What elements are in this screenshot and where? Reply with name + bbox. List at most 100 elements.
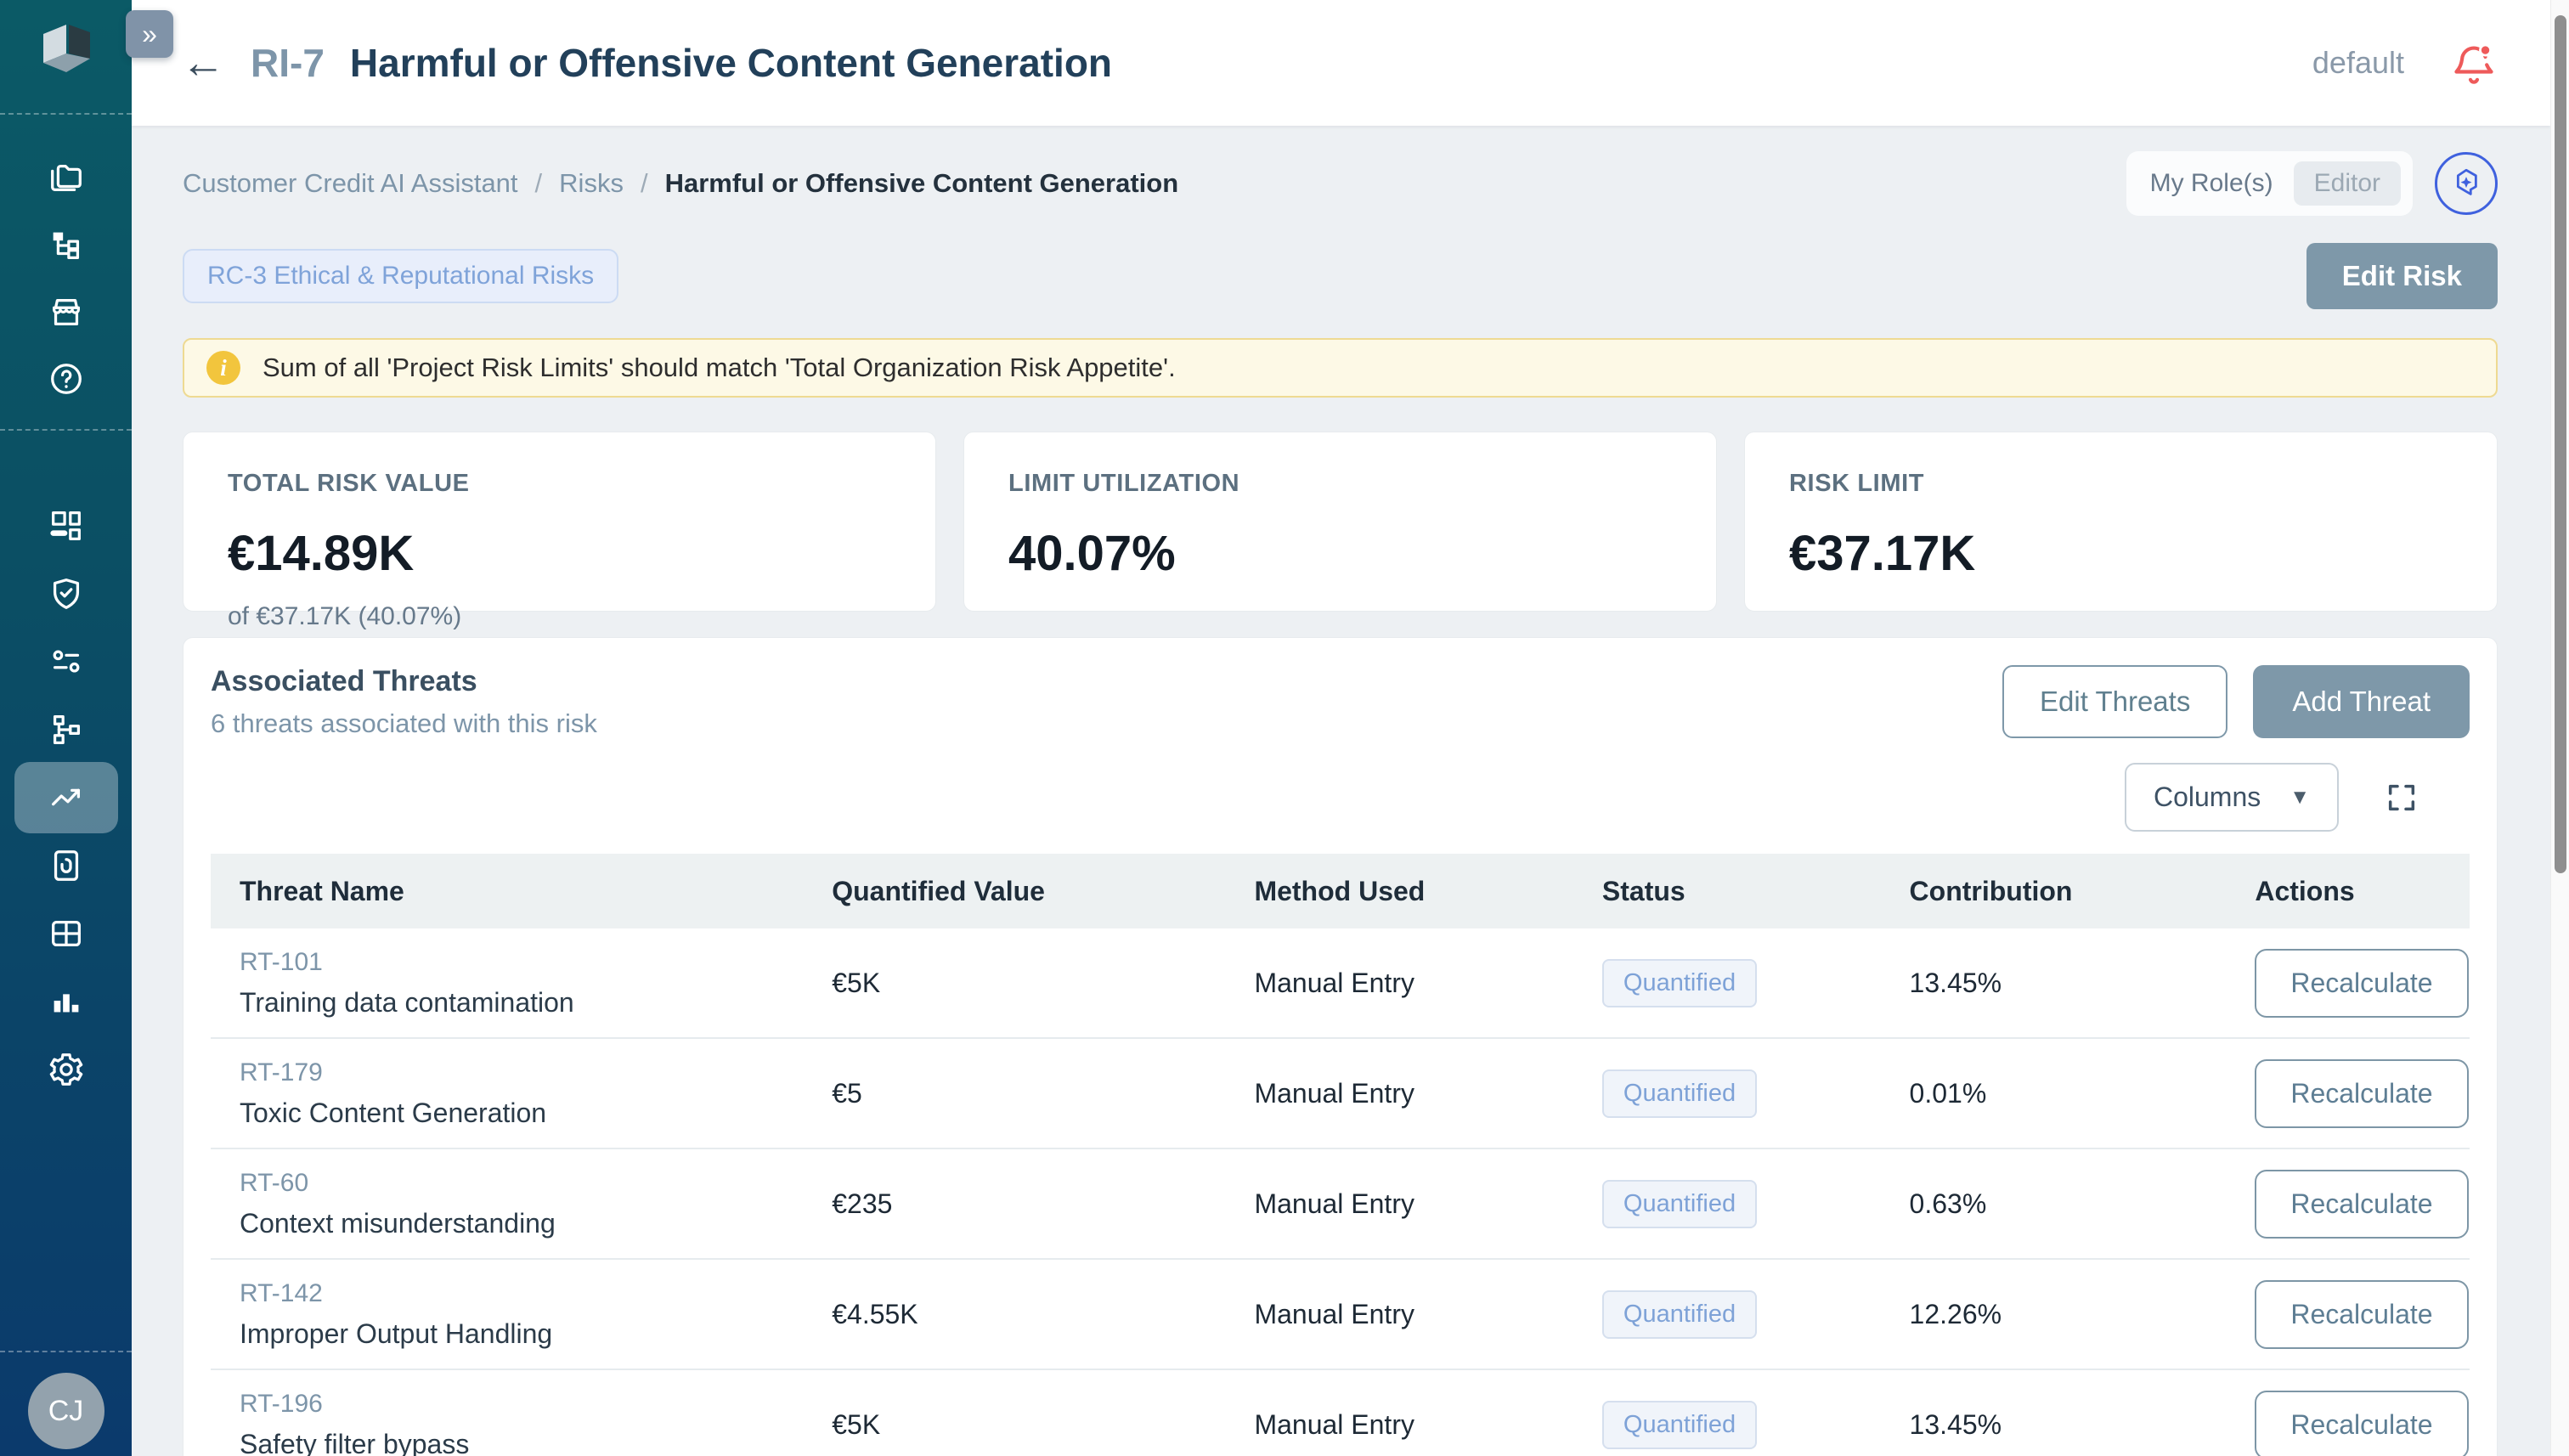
- sidebar-divider: [0, 113, 132, 115]
- breadcrumb-separator: /: [534, 168, 543, 198]
- marketplace-icon: [52, 298, 80, 325]
- my-roles-label: My Role(s): [2149, 169, 2273, 197]
- recalculate-button[interactable]: Recalculate: [2255, 948, 2469, 1018]
- contribution-cell: 0.01%: [1909, 1077, 1987, 1109]
- contribution-cell: 13.45%: [1909, 967, 2002, 998]
- sidebar-item-reports[interactable]: [0, 968, 132, 1036]
- trending-up-icon: [51, 788, 80, 806]
- sidebar-expand-button[interactable]: »: [126, 10, 173, 58]
- threat-id-link[interactable]: RT-179: [240, 1058, 323, 1086]
- breadcrumb-row: Customer Credit AI Assistant / Risks / H…: [183, 151, 2498, 216]
- columns-dropdown[interactable]: Columns ▼: [2124, 763, 2339, 832]
- header-title-group: ← RI-7 Harmful or Offensive Content Gene…: [181, 40, 1112, 86]
- status-cell: Quantified: [1601, 1400, 1910, 1449]
- vertical-scrollbar[interactable]: [2550, 0, 2569, 1456]
- sidebar-item-projects[interactable]: [0, 144, 132, 211]
- hierarchy-icon: [53, 232, 79, 259]
- sidebar-item-help[interactable]: [0, 345, 132, 412]
- sidebar-item-controls[interactable]: [0, 628, 132, 696]
- table-row: RT-101 Training data contamination €5K M…: [211, 928, 2470, 1039]
- panel-title-block: Associated Threats 6 threats associated …: [211, 665, 597, 739]
- top-header: ← RI-7 Harmful or Offensive Content Gene…: [132, 0, 2550, 126]
- threat-id-link[interactable]: RT-60: [240, 1168, 309, 1197]
- settings-icon: [49, 1053, 82, 1086]
- sidebar-item-hierarchy[interactable]: [0, 211, 132, 278]
- sidebar-item-dashboard[interactable]: [0, 492, 132, 560]
- table-row: RT-196 Safety filter bypass €5K Manual E…: [211, 1370, 2470, 1456]
- column-header-status: Status: [1601, 875, 1685, 906]
- sidebar-item-risks-active[interactable]: [14, 762, 118, 833]
- status-badge: Quantified: [1601, 1290, 1758, 1339]
- threat-name-cell: RT-101 Training data contamination: [211, 948, 832, 1019]
- threat-id-link[interactable]: RT-101: [240, 947, 323, 976]
- alert-text: Sum of all 'Project Risk Limits' should …: [263, 353, 1176, 382]
- threat-id-link[interactable]: RT-196: [240, 1389, 323, 1418]
- breadcrumb-current-page: Harmful or Offensive Content Generation: [664, 168, 1179, 198]
- bell-icon: [2454, 43, 2493, 84]
- method-used-cell: Manual Entry: [1254, 1408, 1414, 1440]
- ai-assistant-button[interactable]: [2435, 152, 2498, 215]
- notifications-button[interactable]: [2450, 39, 2498, 87]
- quantified-value-cell: €5: [832, 1077, 862, 1109]
- sidebar-item-marketplace[interactable]: [0, 278, 132, 345]
- panel-header: Associated Threats 6 threats associated …: [211, 665, 2470, 739]
- recalculate-button[interactable]: Recalculate: [2255, 1058, 2469, 1128]
- threat-name-cell: RT-179 Toxic Content Generation: [211, 1058, 832, 1129]
- contribution-cell: 12.26%: [1909, 1298, 2002, 1329]
- edit-threats-button[interactable]: Edit Threats: [2002, 665, 2228, 738]
- role-editor-badge: Editor: [2293, 161, 2401, 206]
- add-threat-button[interactable]: Add Threat: [2253, 665, 2470, 738]
- table-toolbar: Columns ▼: [211, 763, 2470, 832]
- recalculate-button[interactable]: Recalculate: [2255, 1390, 2469, 1456]
- page-content: Customer Credit AI Assistant / Risks / H…: [132, 126, 2550, 1456]
- threat-id-link[interactable]: RT-142: [240, 1278, 323, 1307]
- ai-assistant-icon: [2456, 168, 2477, 195]
- sidebar-item-workflow[interactable]: [0, 696, 132, 764]
- associated-threats-panel: Associated Threats 6 threats associated …: [183, 637, 2498, 1456]
- sidebar-item-documents[interactable]: [0, 832, 132, 900]
- stat-label: RISK LIMIT: [1789, 470, 1925, 497]
- risk-category-badge[interactable]: RC-3 Ethical & Reputational Risks: [183, 249, 619, 303]
- quantified-value-cell: €5K: [832, 1408, 881, 1440]
- actions-cell: Recalculate: [2255, 948, 2470, 1018]
- column-header-quantified-value: Quantified Value: [832, 875, 1045, 906]
- recalculate-button[interactable]: Recalculate: [2255, 1279, 2469, 1349]
- header-right-group: default: [2312, 39, 2498, 87]
- app-logo-cube-icon: [34, 19, 99, 87]
- sidebar-divider: [0, 429, 132, 431]
- table-body: RT-101 Training data contamination €5K M…: [211, 928, 2470, 1456]
- actions-cell: Recalculate: [2255, 1390, 2470, 1456]
- stat-label: LIMIT UTILIZATION: [1008, 470, 1240, 497]
- environment-label[interactable]: default: [2312, 45, 2404, 80]
- dashboard-icon: [49, 511, 81, 540]
- breadcrumb-risks-link[interactable]: Risks: [559, 168, 624, 198]
- my-roles-pill: My Role(s) Editor: [2126, 151, 2413, 216]
- column-header-contribution: Contribution: [1909, 875, 2073, 906]
- sidebar-item-registers[interactable]: [0, 900, 132, 968]
- column-header-threat-name: Threat Name: [240, 875, 404, 906]
- chevron-down-icon: ▼: [2290, 785, 2310, 809]
- sidebar-item-settings[interactable]: [0, 1036, 132, 1103]
- status-badge: Quantified: [1601, 1400, 1758, 1449]
- scrollbar-thumb[interactable]: [2555, 15, 2566, 873]
- info-alert: i Sum of all 'Project Risk Limits' shoul…: [183, 338, 2498, 398]
- sidebar-item-compliance[interactable]: [0, 560, 132, 628]
- status-cell: Quantified: [1601, 1069, 1910, 1118]
- recalculate-button[interactable]: Recalculate: [2255, 1169, 2469, 1239]
- stat-subtext: of €37.17K (40.07%): [228, 602, 462, 630]
- workflow-icon: [53, 715, 80, 744]
- table-header-row: Threat Name Quantified Value Method Used…: [211, 854, 2470, 928]
- table-row: RT-179 Toxic Content Generation €5 Manua…: [211, 1039, 2470, 1149]
- stat-card-risk-limit: RISK LIMIT €37.17K: [1744, 432, 2498, 612]
- stat-cards: TOTAL RISK VALUE €14.89K of €37.17K (40.…: [183, 432, 2498, 630]
- sidebar: CJ: [0, 0, 132, 1456]
- edit-risk-button[interactable]: Edit Risk: [2306, 243, 2498, 309]
- back-button[interactable]: ←: [181, 38, 225, 87]
- status-badge: Quantified: [1601, 1179, 1758, 1228]
- status-cell: Quantified: [1601, 958, 1910, 1007]
- fullscreen-button[interactable]: [2385, 781, 2419, 815]
- breadcrumb-project-link[interactable]: Customer Credit AI Assistant: [183, 168, 518, 198]
- method-used-cell: Manual Entry: [1254, 1077, 1414, 1109]
- sidebar-top-nav: [0, 144, 132, 412]
- user-avatar[interactable]: CJ: [27, 1373, 104, 1449]
